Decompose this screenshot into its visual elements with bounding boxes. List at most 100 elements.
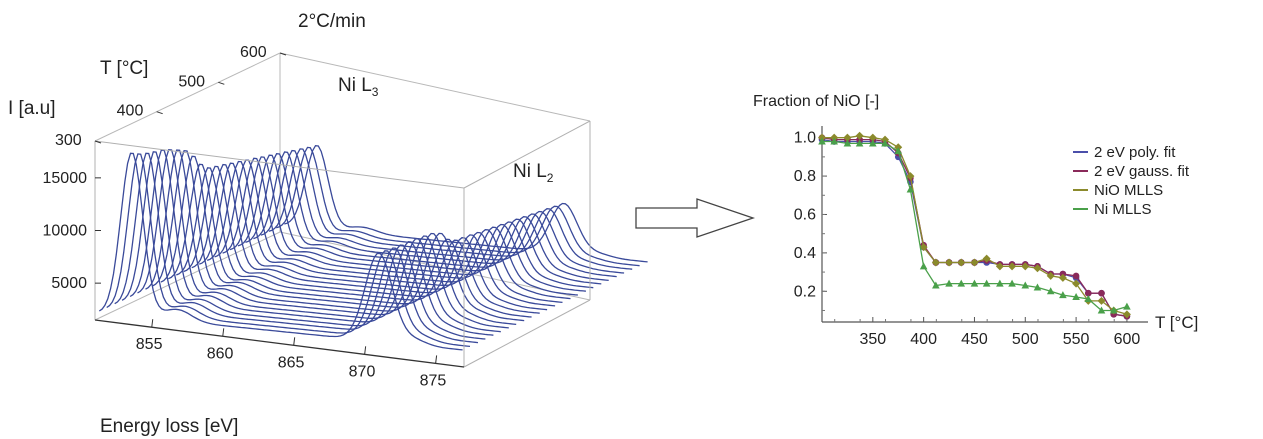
- x-tick-label: 550: [1063, 331, 1090, 348]
- data-point: [894, 147, 903, 155]
- data-point: [1122, 310, 1131, 319]
- data-point: [1008, 262, 1017, 271]
- annotation-ni-l3: Ni L3: [338, 75, 379, 99]
- axis-label-temperature: T [°C]: [100, 58, 148, 79]
- x-tick-label: 875: [420, 372, 447, 389]
- y-tick-label: 300: [55, 132, 82, 149]
- y-tick-label: 500: [178, 73, 205, 90]
- data-point: [957, 279, 966, 287]
- x-tick-label: 350: [859, 331, 886, 348]
- y-tick-label: 0.8: [794, 168, 816, 185]
- data-point: [1008, 279, 1016, 287]
- spectrum-line-525: [237, 154, 602, 285]
- data-point: [995, 262, 1004, 271]
- data-point: [1033, 283, 1042, 291]
- spectrum-line-425: [176, 167, 540, 314]
- spectrum-line-337: [121, 151, 486, 340]
- spectrum-line-362: [137, 148, 501, 333]
- axis-label-intensity: I [a.u]: [8, 98, 56, 119]
- data-point: [881, 139, 889, 147]
- spectrum-line-500: [222, 157, 586, 292]
- spectrum-line-437: [183, 165, 548, 311]
- waterfall-plot: 855 860 865 870 875 300 400 500 600 5000 10000 1500…: [8, 11, 648, 437]
- legend-label: Ni MLLS: [1094, 201, 1152, 218]
- legend-label: 2 eV poly. fit: [1094, 144, 1176, 161]
- data-point: [1084, 294, 1093, 302]
- data-point: [1033, 264, 1042, 273]
- spectra-lines: [98, 145, 648, 351]
- data-point: [996, 279, 1004, 287]
- x-tick-mark-855: [151, 319, 154, 328]
- x-tick-label: 860: [207, 345, 234, 362]
- y-tick-label: 1.0: [794, 130, 816, 147]
- data-point: [931, 258, 940, 267]
- spectrum-line-487: [214, 159, 578, 296]
- data-point: [855, 131, 864, 140]
- series-2: [818, 131, 1131, 319]
- spectrum-line-600: [284, 145, 648, 263]
- y-tick-label: 400: [117, 103, 144, 120]
- spectrum-line-350: [129, 149, 494, 336]
- x-tick-mark-870: [364, 346, 367, 355]
- data-point: [868, 133, 877, 142]
- y-tick-mark-400: [156, 111, 163, 115]
- spectrum-line-312: [106, 153, 471, 348]
- data-point: [1046, 271, 1055, 280]
- plot-box-axes: [94, 319, 465, 368]
- y-tick-mark-500: [218, 81, 225, 85]
- series-line-1: [821, 137, 1127, 317]
- data-point: [1021, 281, 1030, 289]
- data-point: [1109, 306, 1118, 314]
- legend-label: 2 eV gauss. fit: [1094, 163, 1190, 180]
- data-point: [906, 185, 915, 193]
- arrow-icon: [635, 198, 756, 238]
- data-point: [1046, 287, 1055, 295]
- spectrum-line-587: [276, 146, 640, 267]
- data-point: [1059, 291, 1067, 299]
- series-0: [818, 136, 1131, 320]
- series-1: [818, 134, 1131, 320]
- spectrum-line-475: [206, 160, 571, 300]
- data-point: [1072, 272, 1080, 280]
- data-point: [818, 137, 826, 145]
- data-point: [869, 139, 877, 147]
- axis-label-energy-loss: Energy loss [eV]: [100, 416, 238, 437]
- spectrum-line-512: [229, 156, 594, 289]
- y-tick-mark-600: [279, 52, 287, 56]
- spectrum-line-387: [152, 149, 517, 326]
- y-tick-label: 0.4: [794, 245, 816, 262]
- data-point: [1084, 289, 1092, 297]
- data-point: [970, 258, 979, 267]
- data-point: [906, 172, 915, 181]
- y-tick-label: 600: [240, 44, 267, 61]
- legend: 2 eV poly. fit 2 eV gauss. fit NiO MLLS Ni …: [1073, 144, 1190, 218]
- x-tick-label: 500: [1012, 331, 1039, 348]
- x-tick-label: 865: [278, 354, 305, 371]
- data-point: [1098, 289, 1105, 297]
- data-point: [1097, 296, 1106, 305]
- data-point: [1097, 306, 1106, 314]
- data-point: [843, 139, 852, 147]
- chart-title-fraction: Fraction of NiO [-]: [753, 93, 879, 110]
- data-point: [982, 254, 991, 263]
- x-tick-label: 600: [1114, 331, 1141, 348]
- x-tick-label: 400: [910, 331, 937, 348]
- x-tick-label: 855: [136, 336, 163, 353]
- data-point: [1072, 279, 1081, 288]
- fraction-plot: Fraction of NiO [-] 350 400 450 500 550 600 0.…: [753, 93, 1198, 348]
- z-tick-label: 5000: [51, 275, 87, 292]
- plot-box-back: [94, 52, 591, 321]
- spectrum-line-462: [198, 162, 563, 304]
- x-axis-label-temperature: T [°C]: [1155, 313, 1198, 332]
- data-point: [945, 258, 954, 267]
- chart-title-heating-rate: 2°C/min: [298, 11, 366, 32]
- x-tick-mark-865: [293, 337, 296, 346]
- data-series: [818, 131, 1131, 320]
- data-point: [932, 281, 940, 289]
- z-tick-label: 10000: [43, 223, 88, 240]
- data-point: [919, 243, 928, 252]
- data-point: [1058, 273, 1067, 282]
- series-3: [818, 137, 1131, 314]
- data-point: [970, 279, 979, 287]
